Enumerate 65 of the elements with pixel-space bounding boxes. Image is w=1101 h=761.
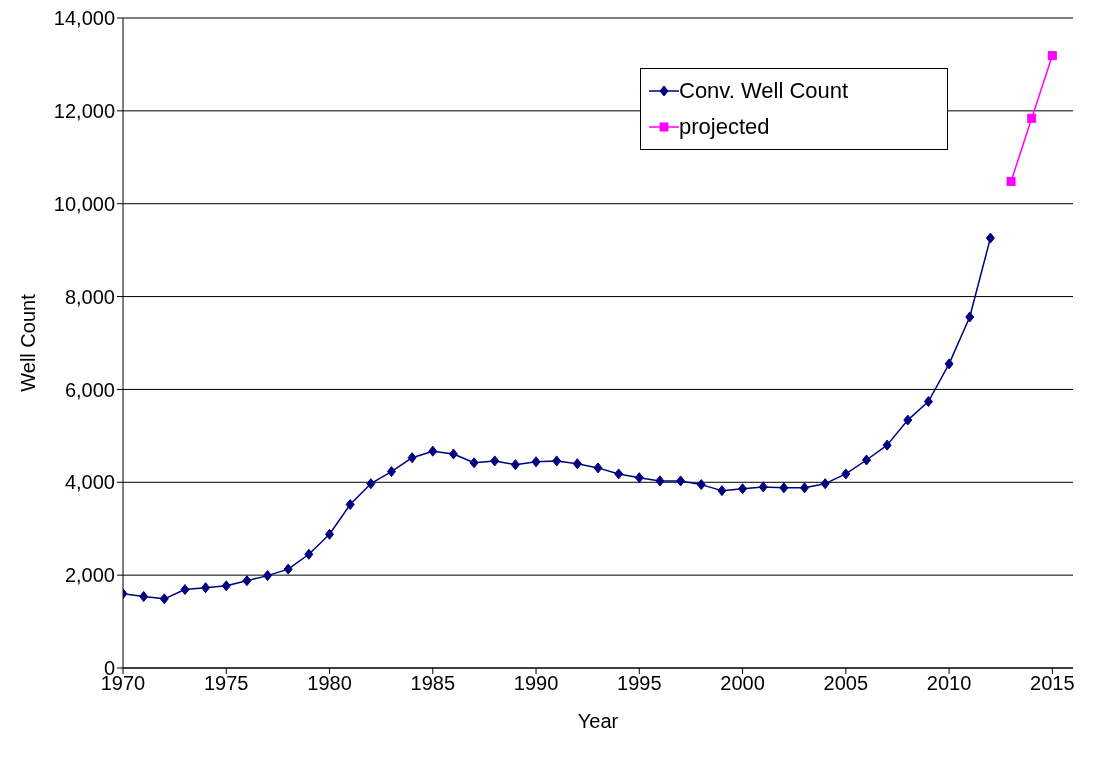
point [139, 591, 149, 602]
y-tick-label: 8,000 [64, 285, 115, 308]
y-tick-label: 10,000 [53, 192, 115, 215]
y-tick-label: 2,000 [64, 564, 115, 587]
legend-label: projected [679, 114, 770, 140]
point [366, 478, 376, 490]
point [180, 584, 190, 596]
point [428, 445, 438, 457]
x-tick-label: 1980 [307, 672, 352, 695]
point [1006, 176, 1016, 186]
point [882, 439, 892, 451]
point [159, 593, 169, 605]
point [634, 472, 644, 484]
point [407, 452, 417, 464]
x-tick-label: 2000 [720, 672, 765, 695]
point [820, 478, 830, 490]
x-tick-label: 2010 [926, 672, 972, 695]
point [593, 462, 603, 474]
point [386, 466, 396, 478]
point [614, 468, 624, 480]
point [738, 483, 748, 495]
point [779, 482, 789, 494]
point [304, 548, 314, 560]
point [1027, 113, 1037, 123]
point [923, 396, 933, 407]
y-tick-label: 12,000 [53, 99, 115, 122]
point [655, 475, 665, 487]
point [1047, 51, 1057, 61]
point [944, 358, 954, 370]
point [221, 580, 231, 592]
point [985, 232, 995, 244]
x-tick-label: 2015 [1030, 672, 1075, 695]
x-tick-label: 1985 [410, 672, 456, 695]
point [490, 455, 500, 467]
legend-label: Conv. Well Count [679, 78, 849, 104]
y-tick-label: 6,000 [64, 378, 115, 401]
point [841, 468, 851, 480]
point [572, 458, 582, 470]
point [510, 459, 520, 471]
point [676, 475, 686, 487]
x-tick-label: 1995 [617, 672, 662, 695]
point [263, 570, 273, 582]
point [531, 456, 541, 468]
point [861, 454, 871, 466]
x-tick-label: 2005 [823, 672, 869, 695]
point [965, 311, 975, 323]
point [283, 563, 293, 575]
point [552, 455, 562, 467]
x-tick-label: 1990 [513, 672, 559, 695]
y-tick-label: 14,000 [53, 7, 115, 30]
point [903, 414, 913, 426]
point [696, 479, 706, 491]
y-tick-label: 4,000 [64, 471, 115, 494]
point [448, 448, 458, 460]
y-axis-title: Well Count [17, 293, 40, 392]
point [469, 457, 479, 469]
point [325, 528, 335, 540]
x-axis-title: Year [577, 710, 619, 732]
x-tick-label: 1975 [204, 672, 249, 695]
point [242, 575, 252, 587]
point [758, 481, 768, 493]
point [345, 499, 355, 511]
point [717, 485, 727, 497]
point [800, 482, 810, 494]
point [201, 582, 211, 594]
